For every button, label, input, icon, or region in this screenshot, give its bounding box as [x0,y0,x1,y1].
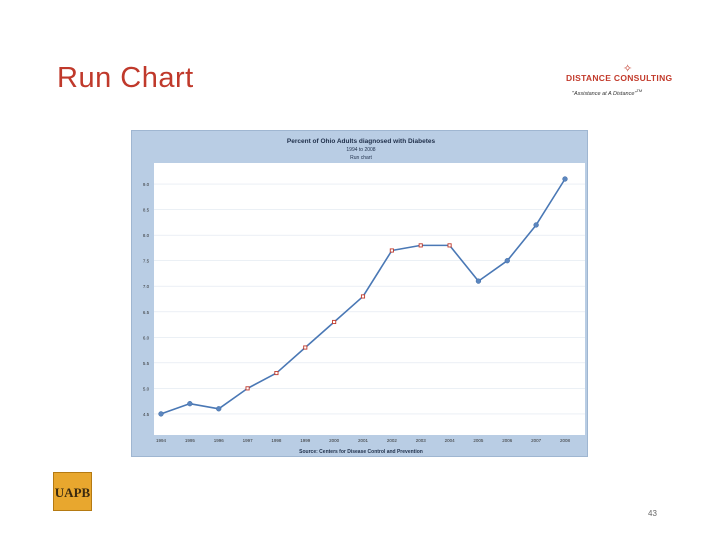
chart-subtitle-2: Run chart [350,155,372,161]
data-point [245,386,250,391]
y-tick-label: 8.5 [143,208,150,213]
data-point [187,401,193,407]
x-tick-label: 2005 [473,438,484,443]
y-tick-label: 6.0 [143,335,150,340]
data-point [418,243,423,248]
x-tick-label: 1995 [185,438,196,443]
data-point [274,370,279,376]
four-point-star-icon: ✧ [623,63,633,75]
slide-title: Run Chart [57,62,194,94]
plot-area [154,163,585,435]
data-point [158,411,164,417]
data-point [533,222,539,228]
y-tick-label: 7.0 [143,284,150,289]
chart-title: Percent of Ohio Adults diagnosed with Di… [287,138,436,145]
logo-trademark: TM [636,88,643,93]
data-point [216,406,222,412]
x-tick-label: 1998 [271,438,282,443]
x-tick-label: 1994 [156,438,167,443]
x-tick-label: 2000 [329,438,340,443]
data-point [562,176,568,182]
y-tick-label: 6.5 [143,310,150,315]
data-point [360,294,366,299]
y-tick-label: 8.0 [143,233,150,238]
y-tick-label: 5.0 [143,386,150,391]
page-number: 43 [648,509,657,518]
uapb-logo: UAPB [53,472,92,511]
x-tick-label: 2004 [445,438,456,443]
x-tick-label: 2002 [387,438,398,443]
data-point [475,278,482,284]
chart-panel: 9.0 8.5 8.0 7.5 7.0 6.5 6.0 5.5 5.0 4.5 1994 1995 1… [131,130,588,457]
y-tick-label: 5.5 [143,361,150,366]
x-tick-label: 2007 [531,438,542,443]
uapb-logo-text: UAPB [54,485,91,500]
logo-brand-text: DISTANCE CONSULTING [566,73,673,83]
data-point [389,248,394,253]
y-tick-label: 9.0 [143,182,150,187]
x-tick-label: 1997 [243,438,254,443]
y-tick-label: 4.5 [143,412,150,417]
data-point [303,345,308,350]
x-tick-label: 2008 [560,438,571,443]
distance-consulting-logo: ✧ DISTANCE CONSULTING "Assistance at A D… [566,63,673,102]
data-point [504,258,510,264]
chart-subtitle: 1994 to 2008 [346,147,375,153]
run-chart: 9.0 8.5 8.0 7.5 7.0 6.5 6.0 5.5 5.0 4.5 1994 1995 1… [143,138,585,455]
x-tick-label: 1996 [214,438,225,443]
x-tick-label: 2006 [502,438,513,443]
data-point [447,243,452,248]
x-tick-label: 1999 [300,438,311,443]
y-tick-label: 7.5 [143,259,150,264]
data-point [332,319,337,325]
x-tick-label: 2001 [358,438,369,443]
logo-tagline: "Assistance at A Distance"TM [572,88,643,97]
chart-source: Source: Centers for Disease Control and … [299,449,423,455]
x-tick-label: 2003 [416,438,427,443]
